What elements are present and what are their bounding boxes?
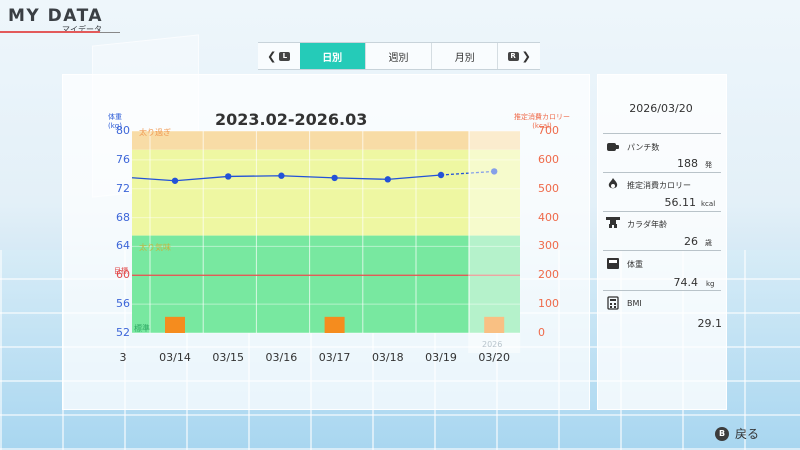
scale-icon — [607, 258, 619, 269]
zone-normal — [132, 235, 520, 333]
detail-divider — [603, 133, 721, 134]
date-label[interactable]: 03/16 — [265, 351, 298, 364]
weight-point[interactable] — [384, 176, 391, 183]
right-tick-label: 0 — [538, 326, 545, 339]
calorie-bar — [484, 316, 505, 333]
period-tabs: ❮ L 日別 週別 月別 R ❯ — [258, 42, 540, 70]
zone-slightly-over — [132, 149, 520, 236]
right-tick-label: 600 — [538, 152, 559, 166]
weight-point[interactable] — [331, 174, 338, 182]
chevron-right-icon: ❯ — [521, 49, 531, 63]
flame-icon — [608, 178, 618, 189]
stat-label-bmi: BMI — [627, 299, 642, 308]
detail-panel — [597, 74, 727, 410]
left-tick-label: 80 — [116, 124, 130, 137]
tab-daily[interactable]: 日別 — [299, 43, 365, 69]
stat-divider — [603, 250, 721, 251]
tab-weekly[interactable]: 週別 — [364, 43, 431, 69]
left-tick-label: 60 — [116, 268, 130, 282]
punch-icon — [607, 143, 619, 151]
right-tick-label: 700 — [538, 124, 559, 137]
left-tick-label: 56 — [116, 297, 130, 311]
weight-point[interactable] — [437, 171, 445, 179]
calculator-icon — [607, 296, 619, 310]
zone-over — [132, 131, 520, 150]
zone-label-over: 太り過ぎ — [139, 128, 171, 137]
right-tick-label: 500 — [538, 181, 559, 195]
left-tick-label: 72 — [116, 181, 130, 195]
date-label[interactable]: 03/20 — [478, 351, 511, 364]
year-label: 2026 — [482, 340, 503, 349]
zone-label-normal: 標準 — [134, 324, 150, 333]
weight-line-projection — [440, 170, 495, 176]
weight-point[interactable] — [491, 168, 498, 175]
left-tick-label: 64 — [116, 239, 130, 253]
date-label[interactable]: 03/19 — [425, 351, 457, 364]
stat-unit-calories: kcal — [701, 200, 716, 208]
date-label[interactable]: 03/14 — [159, 351, 191, 364]
date-label-partial: 3 — [119, 351, 127, 364]
right-tick-label: 400 — [538, 210, 559, 224]
chart-range-title: 2023.02-2026.03 — [215, 110, 368, 129]
stat-divider — [603, 211, 721, 212]
next-period-button[interactable]: R ❯ — [497, 43, 540, 69]
stat-value-calories: 56.11 — [664, 196, 697, 209]
stat-value-weight: 74.4 — [673, 276, 699, 289]
right-axis-title: 推定消費カロリー (kcal) — [514, 113, 570, 130]
zone-label-slightly-over: 太り気味 — [139, 243, 171, 252]
left-tick-label: 68 — [116, 210, 130, 224]
prev-period-button[interactable]: ❮ L — [258, 43, 300, 69]
chevron-left-icon: ❮ — [267, 49, 277, 63]
l-button-icon: L — [279, 51, 291, 61]
stat-label-body-age: カラダ年齢 — [627, 220, 667, 229]
left-axis-title: 体重 (kg) — [108, 113, 122, 130]
tab-monthly[interactable]: 月別 — [431, 43, 497, 69]
stat-label-weight: 体重 — [627, 260, 643, 269]
app-subtitle: マイデータ — [62, 25, 102, 34]
b-button-icon: B — [715, 426, 729, 441]
weight-point[interactable] — [278, 172, 285, 179]
title-underline — [0, 31, 100, 33]
target-label: 目標 — [114, 267, 128, 275]
body-icon — [606, 217, 620, 228]
stat-value-bmi: 29.1 — [697, 317, 723, 330]
right-tick-label: 300 — [538, 239, 559, 253]
right-tick-label: 100 — [538, 297, 559, 311]
weight-point[interactable] — [225, 173, 232, 180]
weight-point[interactable] — [171, 177, 179, 184]
calorie-bar — [324, 316, 345, 333]
right-tick-label: 200 — [538, 268, 559, 282]
stat-unit-punches: 発 — [705, 161, 712, 169]
stat-divider — [603, 290, 721, 291]
title-underline-thin — [100, 32, 120, 33]
stat-value-body-age: 26 — [684, 235, 698, 248]
left-tick-label: 52 — [116, 326, 130, 339]
back-button[interactable]: B 戻る — [715, 425, 759, 442]
date-label[interactable]: 03/18 — [371, 351, 404, 364]
detail-date: 2026/03/20 — [629, 102, 693, 115]
stat-value-punches: 188 — [677, 157, 698, 170]
date-label[interactable]: 03/15 — [212, 351, 245, 364]
stat-unit-body-age: 歳 — [705, 239, 712, 247]
r-button-icon: R — [507, 51, 519, 61]
selected-day-highlight — [468, 131, 521, 353]
date-label[interactable]: 03/17 — [318, 351, 351, 364]
stat-label-calories: 推定消費カロリー — [627, 181, 691, 190]
stat-unit-weight: kg — [706, 280, 715, 288]
app-title: MY DATA — [8, 6, 104, 26]
stat-divider — [603, 172, 721, 173]
calorie-bar — [165, 316, 185, 333]
stat-label-punches: パンチ数 — [627, 143, 660, 152]
left-tick-label: 76 — [116, 152, 130, 166]
back-label: 戻る — [735, 427, 760, 441]
